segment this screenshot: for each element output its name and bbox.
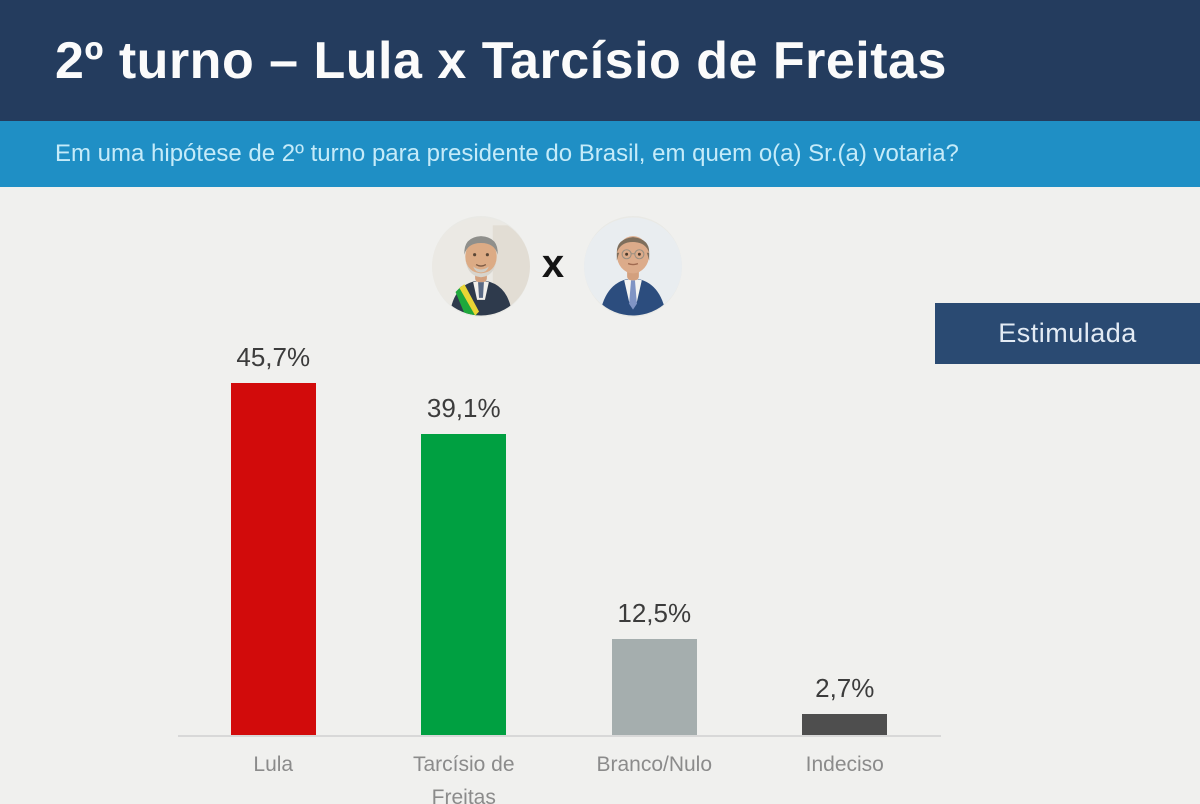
bar-group: 2,7% [750, 330, 941, 735]
bar-rect [611, 639, 697, 735]
bar-category-label: Lula [253, 753, 294, 776]
survey-question-text: Em uma hipótese de 2º turno para preside… [55, 140, 959, 167]
bar-category-label: Indeciso [805, 753, 884, 776]
bar-rect [421, 434, 507, 735]
bar-group: 39,1% [369, 330, 560, 735]
bar-group: 12,5% [559, 330, 750, 735]
bar-value-label: 2,7% [815, 673, 875, 703]
bar-value-label: 12,5% [617, 598, 692, 628]
bar-value-label: 45,7% [236, 342, 311, 372]
bar-group: 45,7% [178, 330, 369, 735]
title-banner: 2º turno – Lula x Tarcísio de Freitas [0, 0, 1200, 121]
x-axis-line [178, 735, 941, 737]
versus-x-label: x [541, 242, 565, 286]
lula-portrait-illustration [432, 217, 530, 316]
x-axis-category-labels: Lula Tarcísio de Freitas Branco/Nulo Indeci… [178, 748, 940, 804]
bar-value-label: 39,1% [426, 393, 501, 423]
estimulada-badge: Estimulada [935, 303, 1200, 364]
bar-rect [230, 383, 316, 735]
bar-chart: 45,7% 39,1% 12,5% 2,7% [178, 330, 940, 735]
estimulada-badge-label: Estimulada [998, 318, 1137, 348]
bar-category-label: Branco/Nulo [596, 753, 713, 776]
bar-category-label: Tarcísio de Freitas [412, 753, 515, 804]
page-title: 2º turno – Lula x Tarcísio de Freitas [55, 31, 947, 90]
tarcisio-portrait-illustration [584, 217, 682, 316]
lula-photo [432, 216, 530, 317]
tarcisio-photo [584, 216, 682, 317]
survey-question-bar: Em uma hipótese de 2º turno para preside… [0, 121, 1200, 187]
bar-rect [802, 714, 888, 735]
